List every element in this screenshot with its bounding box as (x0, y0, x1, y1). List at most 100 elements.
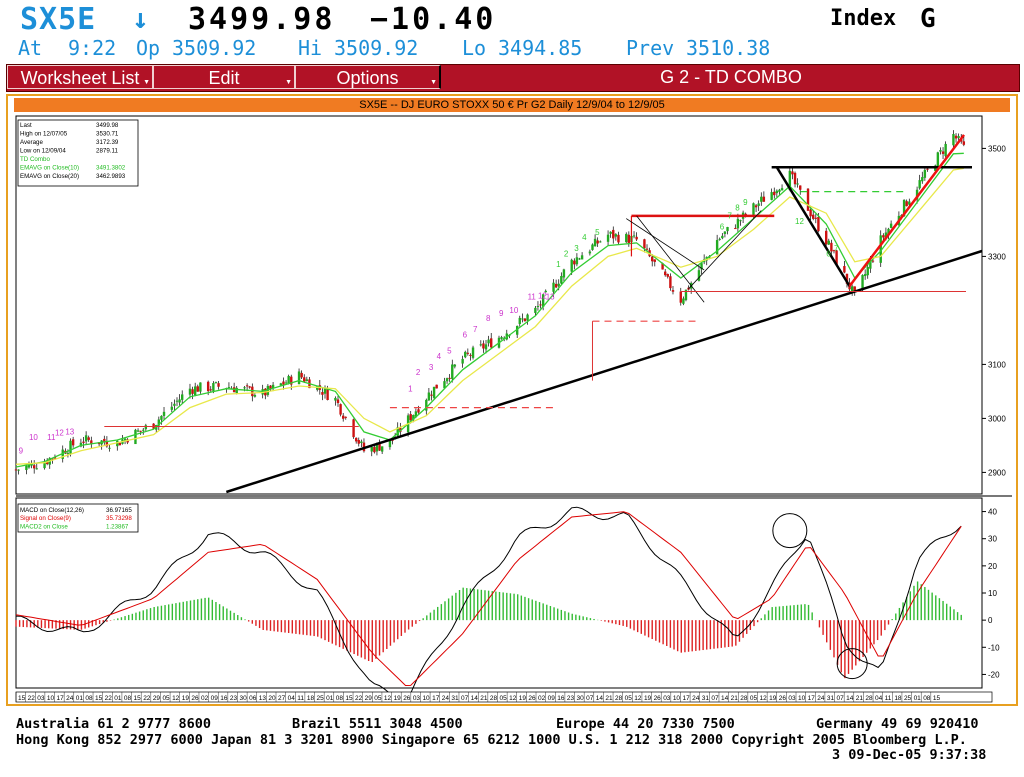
candle-body (245, 385, 249, 387)
candle-body (562, 269, 566, 278)
candle-body (591, 244, 594, 250)
date-tick-label: 01 (76, 695, 84, 702)
candle-body (453, 364, 457, 367)
candle-body (279, 383, 283, 386)
candle-body (596, 240, 599, 244)
date-tick-label: 02 (538, 695, 546, 702)
low-label: Lo (462, 36, 487, 60)
td-count-label: 2 (416, 368, 421, 377)
candle-body (35, 468, 38, 470)
candle-body (806, 188, 810, 211)
candle-body (796, 183, 799, 185)
date-tick-label: 05 (374, 695, 382, 702)
candle-body (175, 400, 179, 402)
candle-body (578, 258, 581, 260)
candle-body (430, 394, 433, 396)
candle-body (941, 151, 945, 154)
candle-body (196, 386, 199, 392)
legend-label: EMAVG on Close(10) (20, 165, 79, 172)
date-tick-label: 24 (66, 695, 74, 702)
candle-body (334, 397, 337, 401)
candle-body (863, 274, 867, 277)
candle-body (352, 419, 355, 438)
candle-body (887, 228, 890, 235)
date-tick-label: 01 (914, 695, 922, 702)
candle-body (534, 307, 537, 313)
legend-label: Low on 12/09/04 (20, 148, 66, 155)
candle-body (773, 191, 776, 196)
candle-body (432, 386, 436, 398)
candle-body (770, 192, 773, 200)
worksheet-list-label: Worksheet List (20, 68, 140, 88)
options-menu-button[interactable]: Options ▼ (295, 65, 441, 89)
candle-body (715, 240, 719, 255)
candle-body (617, 234, 620, 243)
candle-body (791, 171, 794, 175)
date-tick-label: 14 (471, 695, 479, 702)
legend-label: EMAVG on Close(20) (20, 173, 79, 180)
date-tick-label: 15 (18, 695, 26, 702)
edit-label: Edit (208, 68, 240, 88)
candle-body (17, 469, 20, 471)
date-tick-label: 03 (37, 695, 45, 702)
candle-body (160, 415, 163, 420)
date-tick-label: 31 (827, 695, 835, 702)
candle-body (490, 338, 493, 348)
date-tick-label: 07 (586, 695, 594, 702)
date-tick-label: 24 (692, 695, 700, 702)
date-tick-label: 12 (509, 695, 517, 702)
date-tick-label: 24 (817, 695, 825, 702)
candle-body (580, 255, 584, 260)
edit-menu-button[interactable]: Edit ▼ (153, 65, 295, 89)
candle-body (936, 152, 940, 168)
ticker-symbol[interactable]: SX5E (20, 2, 97, 37)
legend-value: 3491.3802 (96, 165, 126, 172)
td-count-label: 12 (55, 429, 64, 438)
candle-body (635, 236, 638, 240)
candle-body (905, 201, 908, 207)
down-arrow-icon: ↓ (132, 2, 149, 35)
candle-body (627, 234, 631, 244)
date-tick-label: 21 (856, 695, 864, 702)
candle-body (287, 375, 290, 384)
candle-body (103, 438, 106, 443)
candle-body (69, 440, 72, 454)
legend-label: TD Combo (20, 156, 50, 163)
candle-body (157, 419, 161, 426)
candle-body (326, 389, 329, 401)
chart-panel[interactable]: SX5E -- DJ EURO STOXX 50 € Pr G2 Daily 1… (6, 94, 1018, 706)
candle-body (303, 377, 306, 382)
candle-body (14, 469, 18, 471)
candle-body (850, 286, 854, 291)
candle-body (827, 240, 830, 245)
date-tick-label: 23 (567, 695, 575, 702)
quote-subheader: At 9:22 Op 3509.92 Hi 3509.92 Lo 3494.85… (18, 36, 1018, 60)
candle-body (952, 133, 955, 146)
candle-body (736, 218, 740, 229)
candle-body (884, 232, 888, 240)
candle-body (396, 427, 399, 436)
candle-body (193, 386, 197, 396)
date-tick-label: 26 (654, 695, 662, 702)
worksheet-list-button[interactable]: Worksheet List ▼ (7, 65, 153, 89)
macd-axis-label: 0 (988, 616, 993, 625)
candle-body (918, 180, 921, 189)
candle-body (25, 465, 28, 471)
candle-body (212, 383, 215, 391)
footer-germany: Germany 49 69 920410 (816, 716, 979, 732)
candle-body (824, 230, 828, 245)
date-tick-label: 08 (336, 695, 344, 702)
candle-body (684, 289, 688, 301)
footer: Australia 61 2 9777 8600 Brazil 5511 304… (16, 716, 1016, 776)
td-count-label: 3 (429, 363, 434, 372)
macd-legend-value: 35.73298 (106, 515, 132, 522)
candle-body (718, 238, 721, 240)
macd-series-line (15, 511, 962, 687)
candle-body (284, 382, 288, 384)
candle-body (464, 351, 467, 358)
candle-body (809, 209, 812, 217)
candle-body (835, 250, 838, 265)
date-tick-label: 01 (114, 695, 122, 702)
candle-body (830, 242, 833, 252)
